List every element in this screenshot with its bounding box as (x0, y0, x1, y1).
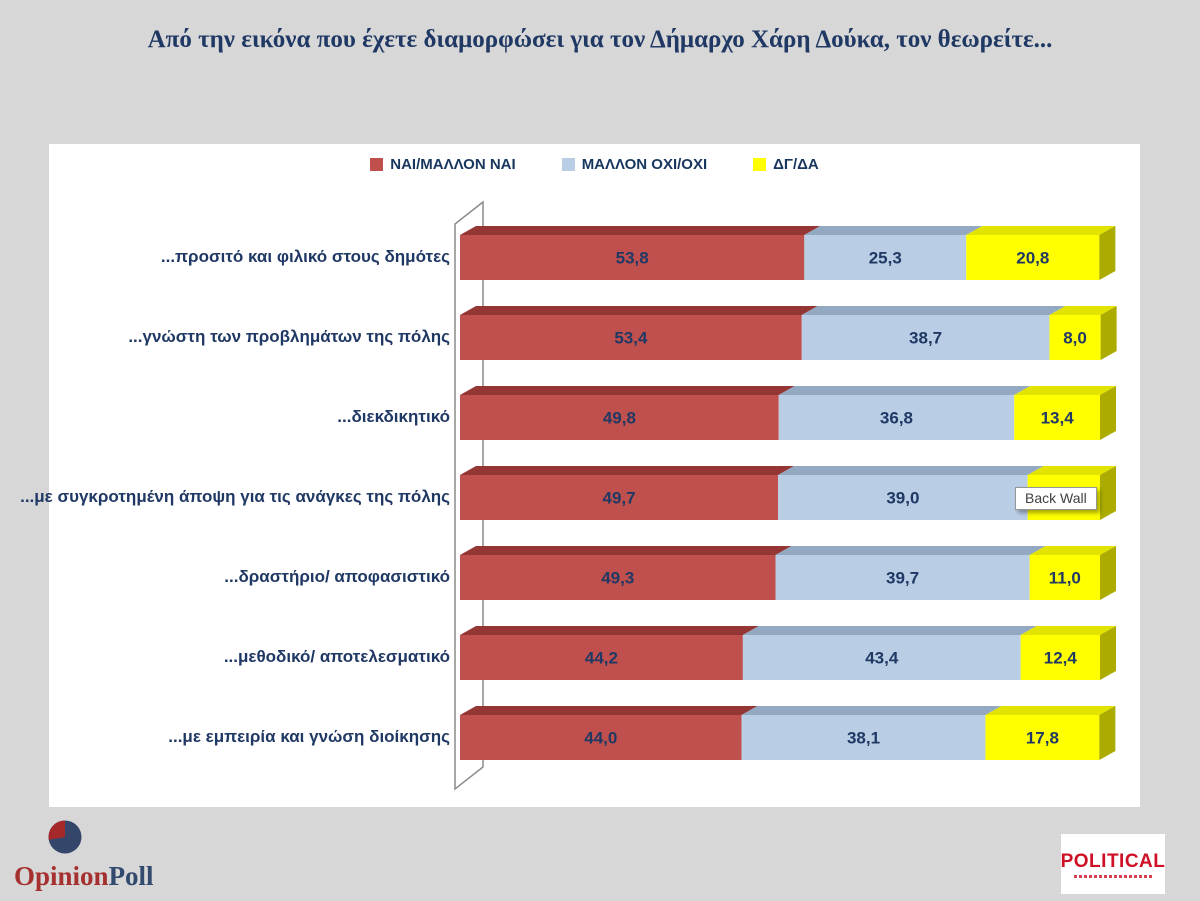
bar-segment[interactable] (460, 475, 779, 520)
bar-segment[interactable] (460, 715, 742, 760)
bar-segment[interactable] (1014, 395, 1100, 440)
category-label: ...προσιτό και φιλικό στους δημότες (160, 247, 450, 266)
bar-top-face[interactable] (741, 706, 1002, 715)
chart-legend: ΝΑΙ/ΜΑΛΛΟΝ ΝΑΙ ΜΑΛΛΟΝ ΟΧΙ/ΟΧΙ ΔΓ/ΔΑ (49, 156, 1140, 173)
bar-top-face[interactable] (460, 306, 818, 315)
political-tagline (1074, 874, 1152, 878)
bar-segment[interactable] (778, 475, 1028, 520)
bar-segment[interactable] (985, 715, 1100, 760)
bar-side-face[interactable] (1100, 466, 1116, 520)
bar-top-face[interactable] (778, 466, 1044, 475)
bar-segment[interactable] (1049, 315, 1101, 360)
bar-segment[interactable] (460, 315, 802, 360)
political-wordmark: POLITICAL (1060, 850, 1166, 872)
bar-segment[interactable] (1029, 555, 1100, 600)
bar-top-face[interactable] (966, 226, 1116, 235)
bar-top-face[interactable] (460, 226, 821, 235)
bar-top-face[interactable] (460, 706, 758, 715)
value-label: 8,0 (1063, 329, 1087, 348)
bar-top-face[interactable] (1020, 626, 1116, 635)
category-label: ...γνώστη των προβλημάτων της πόλης (128, 327, 450, 346)
bar-segment[interactable] (741, 715, 986, 760)
backwall-tooltip: Back Wall (1015, 487, 1097, 510)
bar-side-face[interactable] (1099, 226, 1116, 280)
category-label: ...με συγκροτημένη άποψη για τις ανάγκες… (20, 487, 450, 506)
legend-item-nai: ΝΑΙ/ΜΑΛΛΟΝ ΝΑΙ (370, 156, 516, 173)
bar-segment[interactable] (775, 555, 1030, 600)
bar-top-face[interactable] (775, 546, 1046, 555)
value-label: 49,7 (602, 489, 635, 508)
bar-segment[interactable] (801, 315, 1050, 360)
bar-segment[interactable] (460, 235, 805, 280)
bar-top-face[interactable] (1027, 466, 1116, 475)
bar-side-face[interactable] (1100, 386, 1116, 440)
value-label: 38,7 (909, 329, 942, 348)
value-label: 44,0 (584, 729, 617, 748)
opinionpoll-wordmark: OpinionPoll (14, 861, 154, 891)
value-label: 12,4 (1044, 649, 1078, 668)
bar-side-face[interactable] (1100, 626, 1116, 680)
value-label: 43,4 (865, 649, 899, 668)
category-label: ...δραστήριο/ αποφασιστικό (224, 567, 450, 586)
bar-top-face[interactable] (742, 626, 1037, 635)
bar-top-face[interactable] (804, 226, 983, 235)
bar-segment[interactable] (804, 235, 967, 280)
bar-segment[interactable] (460, 395, 779, 440)
bar-top-face[interactable] (985, 706, 1116, 715)
value-label: 17,8 (1026, 729, 1059, 748)
value-label: 53,4 (614, 329, 648, 348)
plot-area[interactable]: 53,8 25,3 20,8 53,4 38,7 8,0 49,8 36,8 13,4 49,7 3… (49, 144, 1140, 807)
chart-panel[interactable]: ΝΑΙ/ΜΑΛΛΟΝ ΝΑΙ ΜΑΛΛΟΝ ΟΧΙ/ΟΧΙ ΔΓ/ΔΑ ...π… (20, 144, 1140, 807)
value-label: 25,3 (869, 249, 902, 268)
legend-swatch-nai-icon (370, 158, 384, 171)
bar-segment[interactable] (1020, 635, 1100, 680)
bar-side-face[interactable] (1099, 706, 1116, 760)
bar-top-face[interactable] (460, 546, 792, 555)
bar-segment[interactable] (778, 395, 1015, 440)
value-label: 20,8 (1016, 249, 1049, 268)
bar-side-face[interactable] (1100, 546, 1116, 600)
bar-top-face[interactable] (1014, 386, 1116, 395)
legend-item-oxi: ΜΑΛΛΟΝ ΟΧΙ/ΟΧΙ (561, 156, 708, 173)
category-label: ...διεκδικητικό (337, 407, 450, 426)
legend-swatch-oxi-icon (561, 158, 575, 171)
value-label: 49,3 (601, 569, 634, 588)
page-title: Από την εικόνα που έχετε διαμορφώσει για… (147, 26, 1053, 53)
bar-side-face[interactable] (1100, 306, 1117, 360)
value-label: 11,0 (1049, 569, 1081, 588)
bar-top-face[interactable] (801, 306, 1066, 315)
value-label: 13,4 (1041, 409, 1075, 428)
value-label: 39,7 (886, 569, 919, 588)
bar-top-face[interactable] (460, 626, 759, 635)
political-logo: POLITICAL (1061, 834, 1165, 894)
bar-top-face[interactable] (1029, 546, 1116, 555)
category-label: ...μεθοδικό/ αποτελεσματικό (223, 647, 450, 666)
value-label: 49,8 (603, 409, 636, 428)
legend-label: ΝΑΙ/ΜΑΛΛΟΝ ΝΑΙ (390, 156, 516, 173)
legend-label: ΔΓ/ΔΑ (773, 156, 819, 173)
bar-top-face[interactable] (460, 466, 795, 475)
legend-swatch-dgda-icon (753, 158, 767, 171)
legend-label: ΜΑΛΛΟΝ ΟΧΙ/ΟΧΙ (581, 156, 708, 173)
opinionpoll-logo: OpinionPoll (14, 815, 184, 892)
category-label: ...με εμπειρία και γνώση διοίκησης (168, 727, 450, 746)
bar-segment[interactable] (460, 555, 776, 600)
bar-segment[interactable] (742, 635, 1021, 680)
bar-segment[interactable] (460, 635, 743, 680)
bar-top-face[interactable] (778, 386, 1031, 395)
bar-top-face[interactable] (1049, 306, 1117, 315)
value-label: 44,2 (585, 649, 618, 668)
opinionpoll-pie-icon (48, 820, 82, 854)
value-label: 53,8 (616, 249, 649, 268)
legend-item-dgda: ΔΓ/ΔΑ (753, 156, 819, 173)
value-label: 38,1 (847, 729, 880, 748)
bar-segment[interactable] (966, 235, 1100, 280)
value-label: 39,0 (886, 489, 919, 508)
bar-top-face[interactable] (460, 386, 795, 395)
value-label: 36,8 (880, 409, 913, 428)
